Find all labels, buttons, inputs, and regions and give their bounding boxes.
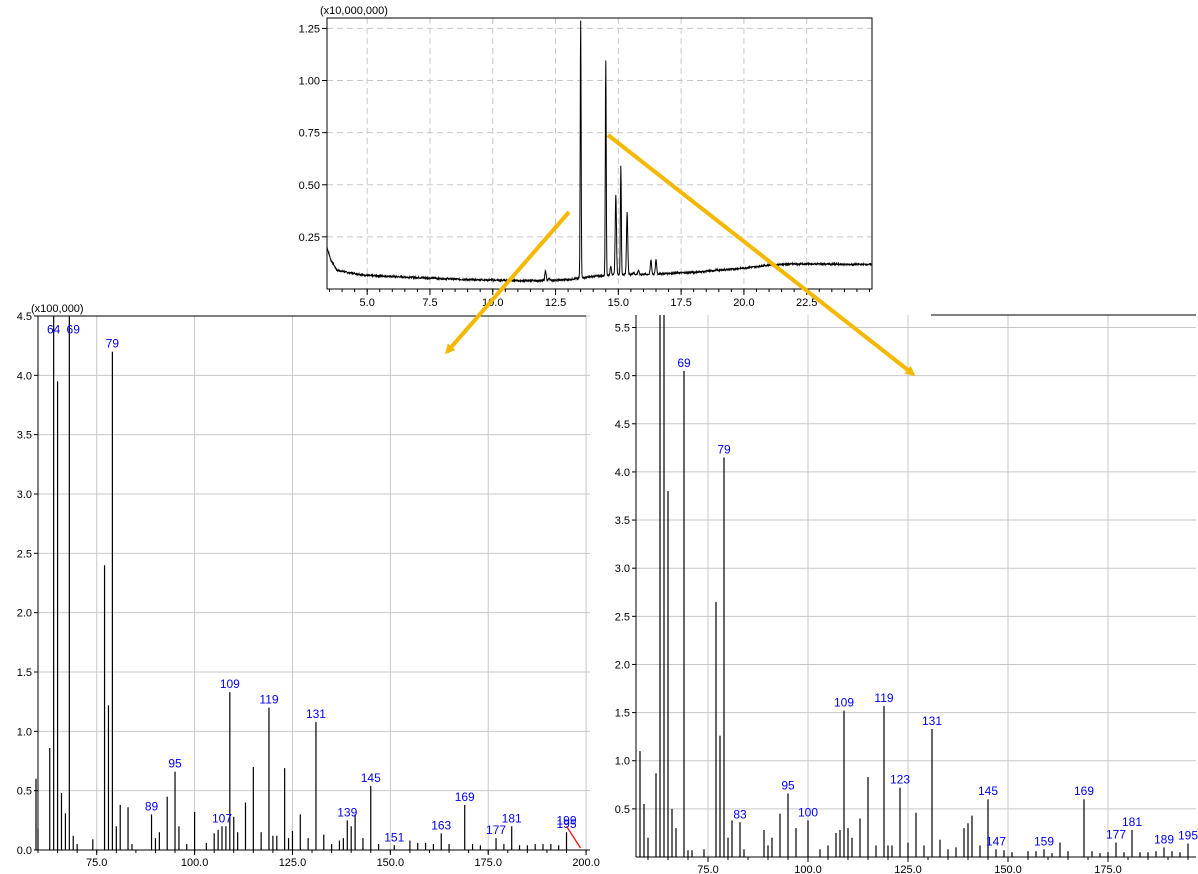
y-tick-label: 0.25 [299, 232, 320, 244]
y-tick-label: 1.0 [17, 726, 32, 738]
peak-label: 145 [978, 784, 998, 798]
peak-label: 119 [874, 691, 893, 705]
peak-label: 163 [431, 818, 451, 832]
y-tick-label: 0.0 [17, 845, 32, 857]
x-tick-label: 175.0 [1094, 864, 1122, 874]
arrow-to-right-spectrum [606, 133, 916, 376]
peak-label: 89 [145, 799, 159, 813]
peak-label: 83 [733, 807, 747, 821]
y-tick-label: 0.5 [17, 786, 32, 798]
y-tick-label: 3.5 [615, 515, 630, 527]
peak-label: 195 [1178, 829, 1198, 843]
peak-label: 100 [798, 805, 818, 819]
chromatogram: 5.0 7.5 10.0 12.5 15.0 17.5 20.0 22.50.250.500.… [299, 5, 873, 309]
peak-label: 131 [306, 707, 326, 721]
peak-label: 107 [212, 811, 232, 825]
x-tick-label: 17.5 [670, 297, 691, 309]
y-tick-label: 4.0 [17, 370, 32, 382]
peak-label: 69 [67, 322, 81, 336]
mass-spectrum-left-grid [38, 315, 590, 850]
arrows-layer [445, 133, 916, 376]
y-tick-label: 4.5 [615, 419, 630, 431]
y-tick-label: 1.0 [615, 756, 630, 768]
peak-label: 147 [986, 834, 1006, 848]
peak-label: 181 [1122, 815, 1142, 829]
x-tick-label: 22.5 [796, 297, 817, 309]
y-tick-label: 2.0 [17, 608, 32, 620]
peak-label: 95 [781, 778, 795, 792]
y-tick-label: 1.25 [299, 23, 320, 35]
y-tick-label: 1.5 [615, 708, 630, 720]
peak-label: 119 [259, 693, 278, 707]
peak-label: 199 [556, 814, 576, 828]
y-tick-label: 5.5 [615, 323, 630, 335]
y-tick-label: 4.5 [17, 311, 32, 323]
x-tick-label: 75.0 [86, 857, 107, 869]
y-tick-label: 0.5 [615, 804, 630, 816]
arrow-to-left-spectrum [445, 210, 571, 355]
peak-label: 151 [384, 830, 404, 844]
peak-label: 131 [922, 714, 942, 728]
y-multiplier-label: (x100,000) [31, 303, 84, 315]
y-multiplier-label: (x10,000,000) [320, 5, 388, 17]
mass-spectrum-left: 64 69 79 89 95 107 109 119 131 139 145 151 163 169 177… [17, 303, 600, 869]
peak-label: 79 [717, 442, 731, 456]
peak-label: 95 [168, 757, 182, 771]
y-tick-label: 1.00 [299, 76, 320, 88]
x-tick-label: 100.0 [181, 857, 209, 869]
peak-label: 69 [677, 356, 691, 370]
y-tick-label: 0.50 [299, 180, 320, 192]
peak-label: 109 [834, 696, 854, 710]
x-tick-label: 15.0 [608, 297, 629, 309]
mass-spectrum-left-peak-labels: 64 69 79 89 95 107 109 119 131 139 145 151 163 169 177… [47, 322, 577, 844]
peak-label: 159 [1034, 834, 1054, 848]
peak-label: 177 [1106, 828, 1126, 842]
x-tick-label: 12.5 [545, 297, 566, 309]
y-tick-label: 3.0 [17, 489, 32, 501]
x-tick-label: 125.0 [894, 864, 922, 874]
plot-frame [326, 17, 873, 290]
x-tick-label: 7.5 [422, 297, 437, 309]
chromatogram-trace [326, 20, 873, 284]
peak-label: 109 [220, 677, 240, 691]
peak-label: 189 [1154, 832, 1174, 846]
peak-label: 181 [502, 811, 522, 825]
peak-label: 177 [486, 823, 506, 837]
x-tick-label: 125.0 [279, 857, 307, 869]
peak-label: 169 [1074, 784, 1094, 798]
peak-label: 64 [47, 322, 61, 336]
y-tick-label: 3.5 [17, 430, 32, 442]
y-tick-label: 0.75 [299, 128, 320, 140]
peak-label: 139 [337, 805, 357, 819]
peak-label: 123 [890, 773, 910, 787]
mass-spectrum-right-bars [639, 315, 1189, 857]
y-tick-label: 2.5 [615, 611, 630, 623]
peak-label: 195 [556, 817, 576, 831]
y-tick-label: 1.5 [17, 667, 32, 679]
y-tick-label: 3.0 [615, 563, 630, 575]
x-tick-label: 150.0 [377, 857, 405, 869]
x-tick-label: 175.0 [474, 857, 502, 869]
x-tick-label: 20.0 [733, 297, 754, 309]
mass-spectrum-right-grid [636, 315, 1196, 857]
peak-label: 79 [106, 337, 120, 351]
x-tick-label: 5.0 [360, 297, 375, 309]
x-tick-label: 100.0 [794, 864, 822, 874]
x-tick-label: 75.0 [697, 864, 718, 874]
y-tick-label: 2.5 [17, 548, 32, 560]
x-tick-label: 150.0 [994, 864, 1022, 874]
peak-label: 169 [455, 790, 475, 804]
mass-spectrum-left-bars [35, 316, 568, 850]
y-tick-label: 4.0 [615, 467, 630, 479]
chromatogram-grid [327, 18, 872, 289]
y-tick-label: 2.0 [615, 659, 630, 671]
y-tick-label: 5.0 [615, 371, 630, 383]
peak-label: 145 [361, 771, 381, 785]
x-tick-label: 200.0 [572, 857, 600, 869]
red-marker-line [566, 825, 582, 849]
